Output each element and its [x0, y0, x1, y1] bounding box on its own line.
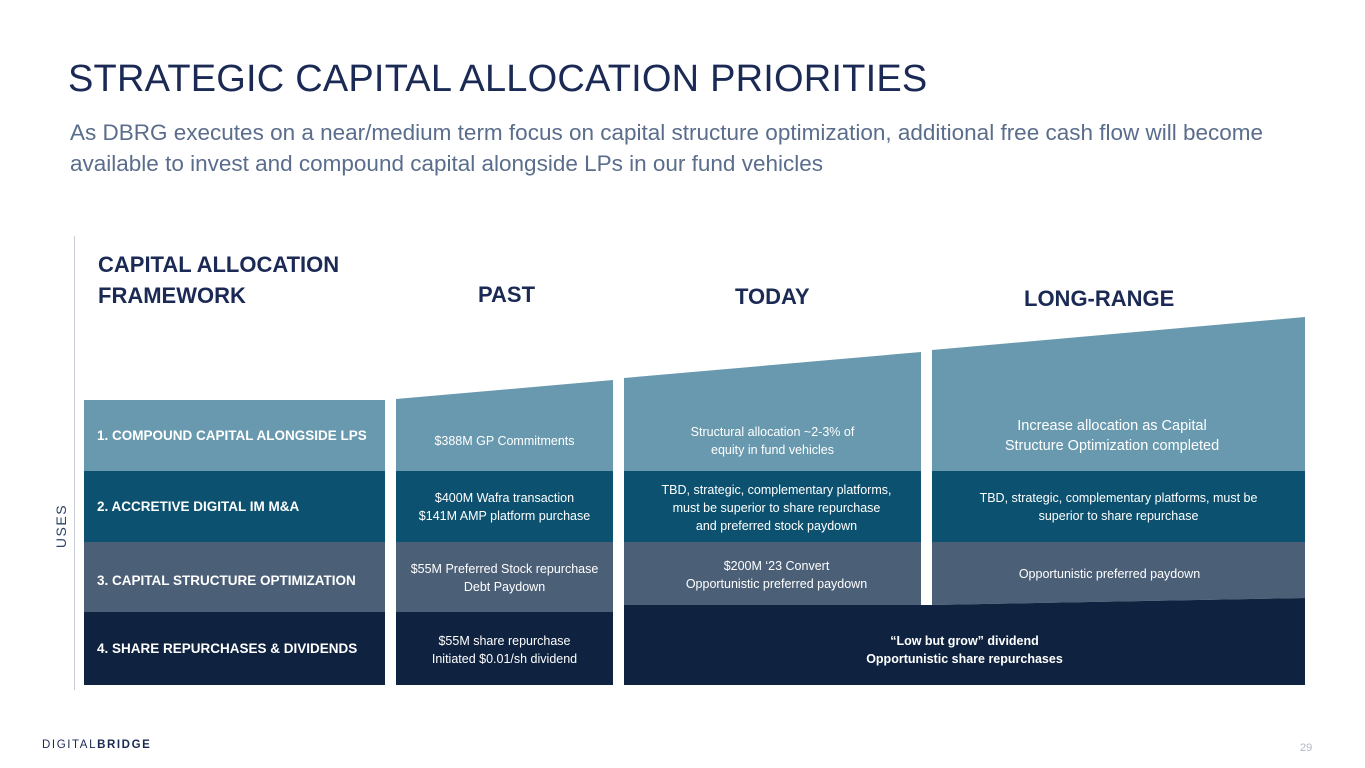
- digitalbridge-logo: DIGITALBRIDGE: [42, 739, 151, 751]
- column-heading-past: PAST: [478, 282, 536, 307]
- label-band-row3: [84, 542, 385, 612]
- today-row2-cell: TBD, strategic, complementary platforms,…: [624, 472, 929, 543]
- today-row2-line1: TBD, strategic, complementary platforms,: [661, 482, 892, 497]
- past-row3-cell: $55M Preferred Stock repurchase Debt Pay…: [396, 543, 613, 613]
- past-row1-text: $388M GP Commitments: [434, 433, 575, 448]
- row-label-compound-capital: 1. COMPOUND CAPITAL ALONGSIDE LPS: [97, 428, 367, 443]
- long-range-row3-text: Opportunistic preferred paydown: [1018, 566, 1201, 581]
- long-range-row1-cell: Increase allocation as Capital Structure…: [912, 400, 1312, 471]
- today-band-row2: [624, 471, 921, 542]
- logo-part2: BRIDGE: [97, 739, 152, 751]
- label-band-row1: [84, 400, 385, 471]
- past-row3-line2: Debt Paydown: [463, 580, 546, 594]
- past-row2-line1: $400M Wafra transaction: [434, 490, 575, 505]
- combined-row4-line1: “Low but grow” dividend: [890, 634, 1039, 648]
- past-band-row2: [396, 471, 613, 542]
- column-heading-long-range: LONG-RANGE: [1024, 286, 1175, 311]
- past-row4-line2: Initiated $0.01/sh dividend: [431, 651, 578, 666]
- page-number: 29: [1300, 742, 1313, 754]
- column-heading-today: TODAY: [735, 284, 810, 309]
- label-band-row4: [84, 612, 385, 685]
- page-title: STRATEGIC CAPITAL ALLOCATION PRIORITIES: [68, 58, 928, 100]
- today-row1-cell: Structural allocation ~2-3% of equity in…: [624, 405, 921, 476]
- past-row3-line1: $55M Preferred Stock repurchase: [410, 562, 599, 576]
- past-row2-cell: $400M Wafra transaction $141M AMP platfo…: [396, 471, 613, 542]
- long-range-band-row2: [932, 471, 1305, 542]
- past-band-row3: [396, 542, 613, 612]
- past-row1-cell: $388M GP Commitments: [396, 405, 613, 476]
- combined-row4-line2: Opportunistic share repurchases: [866, 652, 1063, 666]
- past-band-row4: [396, 612, 613, 685]
- long-range-row1-line2: Structure Optimization completed: [1004, 437, 1220, 454]
- page-subtitle: As DBRG executes on a near/medium term f…: [70, 120, 1264, 176]
- today-row3-cell: $200M ‘23 Convert Opportunistic preferre…: [624, 543, 929, 606]
- long-range-band-row1: [932, 317, 1305, 471]
- row-label-repurchases: 4. SHARE REPURCHASES & DIVIDENDS: [97, 641, 358, 656]
- today-row2-line3: and preferred stock paydown: [695, 518, 858, 533]
- long-range-band-row3: [932, 542, 1305, 605]
- framework-heading-line1: CAPITAL ALLOCATION: [98, 252, 340, 277]
- past-row4-cell: $55M share repurchase Initiated $0.01/sh…: [396, 613, 613, 686]
- past-band-row1: [396, 380, 613, 471]
- today-row3-line2: Opportunistic preferred paydown: [685, 576, 868, 591]
- logo-part1: DIGITAL: [42, 739, 98, 751]
- today-band-row1: [624, 352, 921, 471]
- past-row4-line1: $55M share repurchase: [438, 633, 571, 648]
- combined-band-row4: [624, 598, 1305, 685]
- row-label-capital-structure: 3. CAPITAL STRUCTURE OPTIMIZATION: [97, 572, 356, 588]
- long-range-row1-line1: Increase allocation as Capital: [1017, 417, 1207, 434]
- framework-heading-line2: FRAMEWORK: [98, 283, 246, 308]
- long-range-row2-line1: TBD, strategic, complementary platforms,…: [979, 490, 1258, 505]
- axis-divider: [74, 236, 75, 690]
- row-label-digital-im: 2. ACCRETIVE DIGITAL IM M&A: [97, 499, 300, 514]
- today-row1-line2: equity in fund vehicles: [711, 442, 834, 457]
- today-row3-line1: $200M ‘23 Convert: [723, 558, 830, 573]
- long-range-row2-cell: TBD, strategic, complementary platforms,…: [932, 471, 1305, 542]
- long-range-row3-cell: Opportunistic preferred paydown: [932, 542, 1287, 605]
- long-range-row2-line2: superior to share repurchase: [1038, 508, 1199, 523]
- today-row1-line1: Structural allocation ~2-3% of: [690, 424, 855, 439]
- label-band-row2: [84, 471, 385, 542]
- past-row2-line2: $141M AMP platform purchase: [418, 508, 591, 523]
- today-row2-line2: must be superior to share repurchase: [672, 500, 881, 515]
- combined-row4-cell: “Low but grow” dividend Opportunistic sh…: [624, 615, 1305, 685]
- framework-heading: CAPITAL ALLOCATION FRAMEWORK: [98, 249, 339, 311]
- today-band-row3: [624, 542, 921, 605]
